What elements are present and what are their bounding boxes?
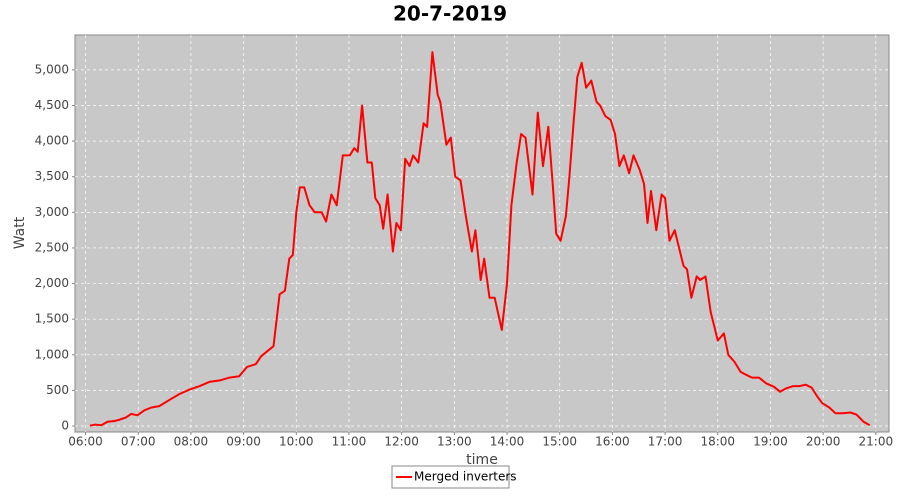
- x-tick-label: 09:00: [226, 435, 261, 449]
- x-tick-label: 16:00: [595, 435, 630, 449]
- legend-box: [391, 465, 510, 489]
- y-tick-label: 2,000: [35, 276, 69, 290]
- y-tick-label: 3,500: [35, 169, 69, 183]
- x-tick-label: 10:00: [279, 435, 314, 449]
- x-tick-label: 11:00: [332, 435, 367, 449]
- y-tick-label: 5,000: [35, 62, 69, 76]
- y-tick-label: 0: [61, 419, 69, 433]
- y-tick-label: 4,000: [35, 134, 69, 148]
- x-tick-label: 20:00: [806, 435, 841, 449]
- y-axis-label: Watt: [12, 216, 28, 249]
- x-tick-label: 18:00: [700, 435, 735, 449]
- x-tick-label: 13:00: [437, 435, 472, 449]
- x-axis-label: time: [466, 452, 498, 468]
- legend-label: Merged inverters: [414, 470, 517, 484]
- plot-area: [74, 34, 890, 433]
- chart-title: 20-7-2019: [393, 2, 507, 26]
- x-tick-label: 07:00: [121, 435, 156, 449]
- y-tick-label: 500: [46, 383, 69, 397]
- x-tick-label: 15:00: [542, 435, 577, 449]
- x-tick-label: 17:00: [648, 435, 683, 449]
- y-tick-label: 1,000: [35, 347, 69, 361]
- data-line: [89, 51, 871, 427]
- x-tick-label: 21:00: [859, 435, 894, 449]
- y-tick-label: 3,000: [35, 205, 69, 219]
- y-tick-label: 4,500: [35, 98, 69, 112]
- x-tick-label: 14:00: [490, 435, 525, 449]
- x-tick-label: 08:00: [174, 435, 209, 449]
- x-tick-label: 06:00: [68, 435, 103, 449]
- x-tick-label: 12:00: [384, 435, 419, 449]
- y-tick-label: 1,500: [35, 312, 69, 326]
- x-tick-label: 19:00: [753, 435, 788, 449]
- y-tick-label: 2,500: [35, 240, 69, 254]
